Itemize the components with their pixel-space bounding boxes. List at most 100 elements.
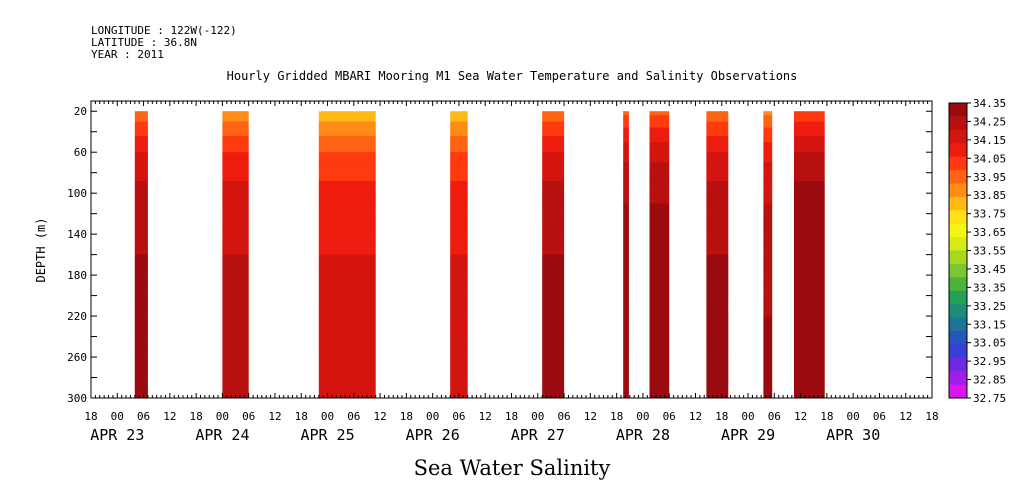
x-date-label: APR 28: [616, 426, 670, 444]
salinity-cell: [134, 250, 148, 253]
salinity-cell: [794, 199, 825, 202]
salinity-cell: [623, 234, 629, 237]
salinity-cell: [542, 219, 565, 223]
salinity-cell: [623, 299, 629, 303]
salinity-cell: [706, 123, 729, 126]
salinity-cell: [542, 254, 565, 257]
salinity-cell: [450, 201, 468, 204]
salinity-cell: [763, 262, 773, 266]
salinity-cell: [794, 309, 825, 313]
salinity-cell: [623, 391, 629, 395]
salinity-cell: [649, 258, 670, 262]
salinity-cell: [706, 168, 729, 171]
salinity-cell: [763, 158, 773, 161]
salinity-cell: [318, 150, 376, 153]
salinity-cell: [222, 185, 249, 188]
salinity-cell: [542, 178, 565, 182]
salinity-cell: [134, 156, 148, 159]
salinity-cell: [763, 252, 773, 255]
salinity-cell: [623, 162, 629, 165]
salinity-cell: [794, 365, 825, 368]
salinity-cell: [318, 314, 376, 317]
salinity-cell: [542, 303, 565, 307]
salinity-cell: [763, 119, 773, 122]
salinity-cell: [623, 211, 629, 214]
salinity-cell: [542, 340, 565, 343]
salinity-cell: [794, 207, 825, 210]
salinity-cell: [318, 260, 376, 264]
salinity-cell: [450, 271, 468, 274]
salinity-cell: [649, 242, 670, 245]
salinity-cell: [450, 236, 468, 239]
salinity-cell: [450, 232, 468, 235]
salinity-cell: [450, 252, 468, 255]
salinity-cell: [763, 359, 773, 362]
salinity-cell: [318, 111, 376, 114]
salinity-cell: [450, 199, 468, 202]
salinity-cell: [134, 117, 148, 120]
salinity-cell: [623, 166, 629, 169]
salinity-cell: [794, 164, 825, 167]
salinity-cell: [450, 246, 468, 249]
salinity-cell: [649, 393, 670, 397]
salinity-cell: [706, 209, 729, 212]
salinity-cell: [222, 264, 249, 268]
salinity-cell: [623, 217, 629, 221]
salinity-cell: [763, 248, 773, 251]
salinity-cell: [134, 266, 148, 270]
salinity-cell: [623, 223, 629, 227]
salinity-cell: [542, 162, 565, 165]
salinity-cell: [706, 191, 729, 194]
salinity-cell: [794, 285, 825, 288]
colorbar-label: 33.55: [973, 245, 1006, 258]
salinity-cell: [542, 146, 565, 149]
salinity-cell: [649, 357, 670, 360]
salinity-cell: [623, 123, 629, 126]
x-tick-label: 00: [636, 410, 649, 423]
salinity-cell: [450, 174, 468, 178]
salinity-cell: [763, 205, 773, 208]
salinity-cell: [222, 367, 249, 370]
salinity-cell: [542, 205, 565, 208]
salinity-cell: [763, 293, 773, 296]
salinity-cell: [623, 387, 629, 391]
salinity-cell: [763, 246, 773, 249]
salinity-cell: [134, 221, 148, 225]
salinity-cell: [763, 211, 773, 214]
salinity-cell: [318, 228, 376, 231]
salinity-cell: [706, 240, 729, 243]
salinity-cell: [542, 320, 565, 323]
salinity-cell: [763, 355, 773, 358]
salinity-cell: [763, 330, 773, 333]
salinity-cell: [542, 154, 565, 157]
salinity-cell: [706, 156, 729, 159]
salinity-cell: [649, 307, 670, 311]
salinity-cell: [222, 187, 249, 190]
salinity-cell: [706, 373, 729, 376]
salinity-cell: [542, 297, 565, 300]
salinity-cell: [623, 152, 629, 155]
salinity-cell: [450, 156, 468, 159]
salinity-cell: [222, 381, 249, 384]
x-tick-label: 00: [111, 410, 124, 423]
salinity-cell: [222, 158, 249, 161]
salinity-cell: [623, 285, 629, 288]
salinity-cell: [134, 285, 148, 288]
x-tick-label: 12: [479, 410, 492, 423]
salinity-cell: [542, 363, 565, 366]
salinity-cell: [623, 113, 629, 116]
salinity-cell: [763, 154, 773, 157]
salinity-cell: [450, 234, 468, 237]
salinity-cell: [450, 185, 468, 188]
salinity-cell: [763, 170, 773, 173]
salinity-cell: [134, 178, 148, 182]
salinity-cell: [318, 238, 376, 241]
salinity-cell: [318, 172, 376, 176]
salinity-cell: [450, 193, 468, 196]
salinity-cell: [763, 340, 773, 343]
salinity-cell: [794, 326, 825, 329]
salinity-cell: [794, 121, 825, 124]
salinity-cell: [542, 123, 565, 126]
year-label: YEAR : 2011: [91, 48, 164, 61]
salinity-cell: [706, 301, 729, 305]
